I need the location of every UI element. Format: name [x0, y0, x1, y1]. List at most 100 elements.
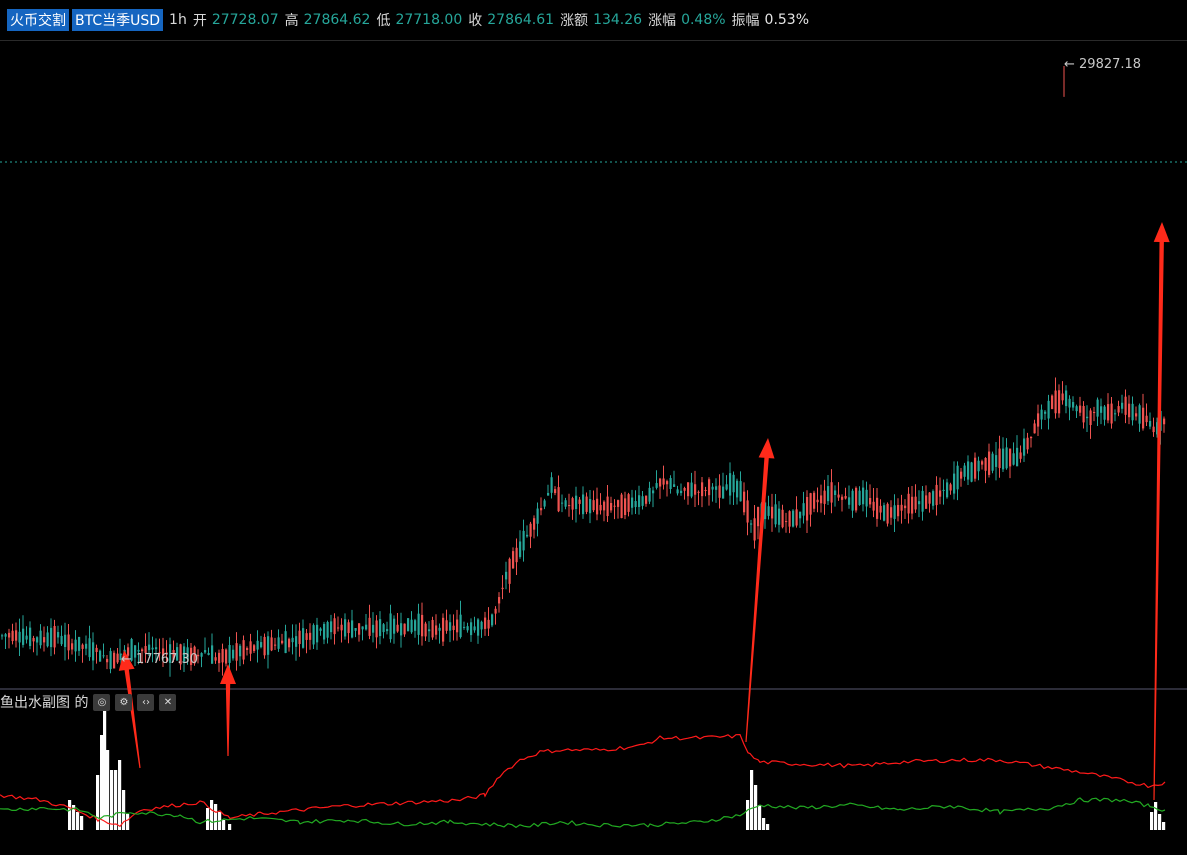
open-value: 27728.07 — [211, 12, 279, 28]
candle-body — [281, 640, 284, 644]
settings-icon[interactable]: ⚙ — [115, 693, 133, 711]
hide-icon[interactable]: ◎ — [93, 693, 111, 711]
interval-label[interactable]: 1h — [169, 12, 187, 28]
candle-body — [683, 487, 686, 491]
candle-body — [729, 473, 732, 496]
candle-body — [302, 628, 305, 648]
candle-body — [46, 632, 49, 647]
candle-body — [554, 489, 557, 494]
candle-body — [200, 653, 203, 657]
candle-body — [568, 504, 571, 507]
candle-body — [211, 645, 214, 664]
candle-body — [113, 652, 116, 669]
histogram-bar — [228, 824, 232, 830]
candle-body — [722, 486, 725, 499]
histogram-bar — [766, 824, 770, 830]
candle-body — [655, 483, 658, 488]
candle-body — [844, 495, 847, 499]
indicator-legend: 鱼出水副图 的 ◎ ⚙ ‹› ✕ — [0, 692, 177, 712]
candle-body — [925, 495, 928, 509]
candle-body — [753, 518, 756, 541]
candle-body — [988, 451, 991, 475]
candle-body — [333, 618, 336, 635]
candle-body — [1131, 403, 1134, 421]
high-value: 27864.62 — [303, 12, 371, 28]
candle-body — [442, 617, 445, 642]
candle-body — [816, 499, 819, 503]
candle-body — [1019, 452, 1022, 459]
histogram-bar — [76, 812, 80, 830]
candle-body — [312, 625, 315, 645]
histogram-bar — [1150, 812, 1154, 830]
candle-body — [743, 491, 746, 513]
candle-body — [256, 640, 259, 650]
candle-body — [218, 652, 221, 664]
candle-body — [1047, 400, 1050, 419]
candle-body — [43, 637, 46, 643]
candle-body — [60, 635, 63, 645]
candle-body — [372, 624, 375, 633]
candle-body — [585, 496, 588, 512]
candle-body — [106, 658, 109, 663]
candle-body — [375, 620, 378, 638]
candle-body — [438, 627, 441, 631]
candle-body — [134, 645, 137, 658]
candle-body — [235, 643, 238, 661]
candle-body — [508, 558, 511, 584]
candle-body — [627, 494, 630, 512]
candle-body — [1082, 406, 1085, 423]
candle-body — [946, 482, 949, 498]
close-icon[interactable]: ✕ — [159, 693, 177, 711]
candle-body — [225, 649, 228, 664]
candle-body — [305, 633, 308, 640]
candle-body — [1086, 416, 1089, 419]
histogram-bar — [222, 820, 226, 830]
candle-body — [88, 638, 91, 658]
source-code-icon[interactable]: ‹› — [137, 693, 155, 711]
candle-body — [330, 621, 333, 633]
candle-body — [953, 473, 956, 494]
candle-body — [410, 619, 413, 633]
exchange-tag[interactable]: 火币交割 — [7, 9, 69, 31]
candle-body — [414, 620, 417, 631]
candle-body — [536, 508, 539, 524]
candle-body — [1163, 418, 1166, 425]
candle-body — [907, 493, 910, 514]
candle-body — [8, 632, 11, 638]
candle-body — [522, 530, 525, 551]
candle-body — [32, 637, 35, 642]
candle-body — [533, 518, 536, 530]
candle-body — [53, 626, 56, 648]
candle-body — [260, 642, 263, 648]
candle-body — [358, 623, 361, 635]
candle-body — [690, 482, 693, 497]
candle-body — [1, 635, 4, 637]
red-arrow — [745, 438, 775, 742]
candle-body — [526, 534, 529, 537]
histogram-bar — [68, 800, 72, 830]
candle-body — [396, 624, 399, 632]
candle-body — [1135, 413, 1138, 417]
candle-body — [480, 621, 483, 630]
candle-body — [823, 490, 826, 504]
candle-body — [799, 511, 802, 519]
candle-body — [774, 504, 777, 525]
candle-body — [1128, 403, 1131, 418]
candle-body — [71, 643, 74, 650]
candle-body — [876, 497, 879, 519]
symbol-tag[interactable]: BTC当季USD — [72, 9, 164, 31]
candle-body — [827, 486, 830, 502]
candle-body — [550, 477, 553, 493]
candle-body — [1016, 447, 1019, 467]
candle-body — [337, 627, 340, 629]
candle-body — [57, 632, 60, 638]
candle-body — [561, 502, 564, 504]
red-arrow — [118, 650, 141, 769]
candle-body — [767, 506, 770, 516]
candle-body — [120, 653, 123, 655]
candle-body — [368, 617, 371, 636]
candle-body — [529, 523, 532, 537]
candle-body — [487, 619, 490, 629]
candle-body — [421, 614, 424, 637]
candle-body — [970, 462, 973, 482]
